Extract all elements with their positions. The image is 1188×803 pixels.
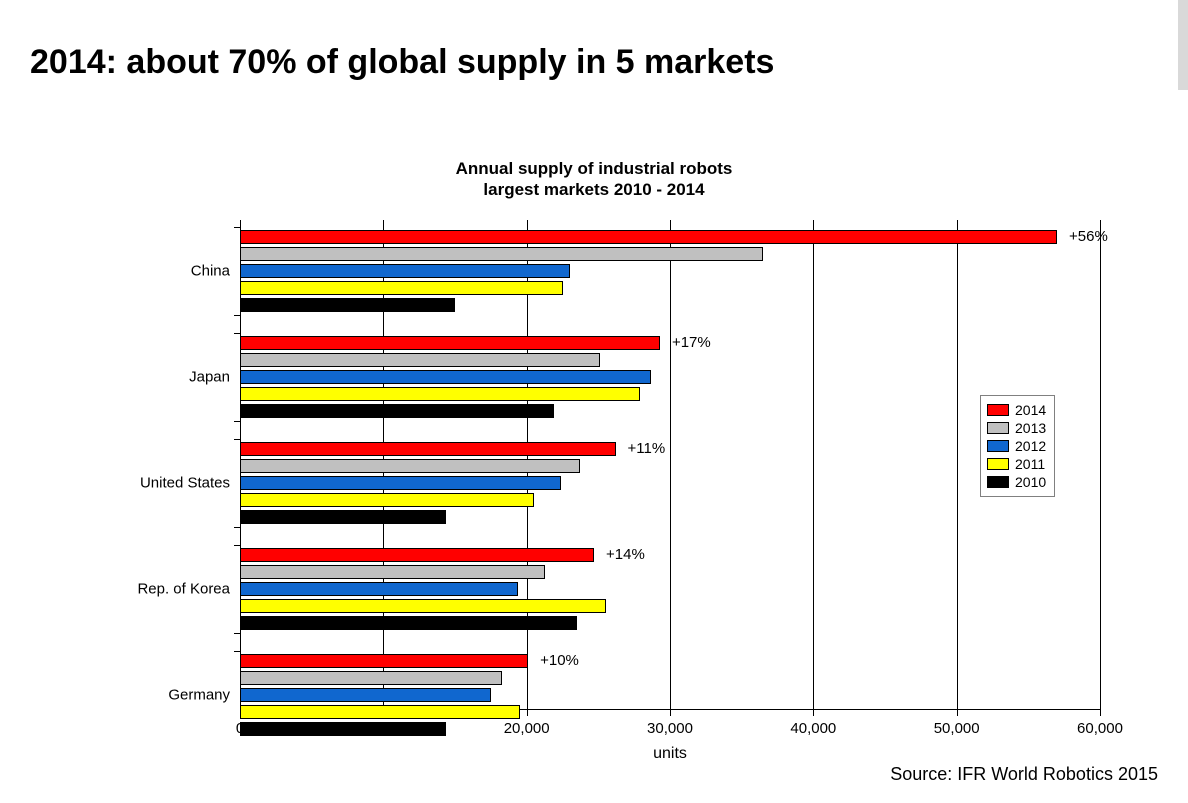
bar — [240, 247, 763, 261]
legend-swatch — [987, 404, 1009, 416]
bar — [240, 582, 518, 596]
x-tick-label: 20,000 — [504, 720, 550, 737]
scrollbar-indicator — [1178, 0, 1188, 90]
category-label: Rep. of Korea — [80, 581, 230, 598]
y-tick — [234, 651, 240, 652]
chart-title-line2: largest markets 2010 - 2014 — [0, 179, 1188, 200]
legend-item: 2012 — [987, 438, 1046, 454]
gridline — [1100, 220, 1101, 710]
gridline — [957, 220, 958, 710]
legend-swatch — [987, 440, 1009, 452]
category-label: Japan — [80, 369, 230, 386]
legend-item: 2014 — [987, 402, 1046, 418]
bar — [240, 353, 600, 367]
legend-swatch — [987, 422, 1009, 434]
x-tick — [1100, 710, 1101, 716]
bar — [240, 493, 534, 507]
percent-label: +14% — [606, 546, 645, 563]
chart-title-line1: Annual supply of industrial robots — [0, 158, 1188, 179]
bar — [240, 387, 640, 401]
bar — [240, 548, 594, 562]
bar — [240, 616, 577, 630]
x-tick-label: 60,000 — [1077, 720, 1123, 737]
bar — [240, 336, 660, 350]
y-tick — [234, 633, 240, 634]
legend-swatch — [987, 458, 1009, 470]
bar — [240, 298, 455, 312]
source-text: Source: IFR World Robotics 2015 — [890, 764, 1158, 785]
x-tick-label: 50,000 — [934, 720, 980, 737]
chart-title: Annual supply of industrial robots large… — [0, 158, 1188, 201]
legend-item: 2013 — [987, 420, 1046, 436]
bar — [240, 264, 570, 278]
x-tick-label: 30,000 — [647, 720, 693, 737]
page-title: 2014: about 70% of global supply in 5 ma… — [30, 43, 774, 82]
x-tick — [670, 710, 671, 716]
legend-label: 2010 — [1015, 474, 1046, 490]
y-tick — [234, 333, 240, 334]
bar — [240, 722, 446, 736]
bar — [240, 281, 563, 295]
bar — [240, 599, 606, 613]
gridline — [813, 220, 814, 710]
legend-item: 2010 — [987, 474, 1046, 490]
bar — [240, 476, 561, 490]
bar — [240, 370, 651, 384]
legend-swatch — [987, 476, 1009, 488]
chart-area: 010,00020,00030,00040,00050,00060,000Chi… — [240, 220, 1100, 710]
category-label: Germany — [80, 687, 230, 704]
plot-region: 010,00020,00030,00040,00050,00060,000Chi… — [240, 220, 1100, 710]
page-root: 2014: about 70% of global supply in 5 ma… — [0, 0, 1188, 803]
y-tick — [234, 439, 240, 440]
x-tick — [813, 710, 814, 716]
bar — [240, 230, 1057, 244]
y-tick — [234, 527, 240, 528]
gridline — [670, 220, 671, 710]
y-tick — [234, 421, 240, 422]
y-tick — [234, 227, 240, 228]
x-tick-label: 40,000 — [790, 720, 836, 737]
bar — [240, 654, 528, 668]
legend-label: 2012 — [1015, 438, 1046, 454]
bar — [240, 510, 446, 524]
percent-label: +11% — [628, 440, 666, 457]
legend-item: 2011 — [987, 456, 1046, 472]
bar — [240, 442, 616, 456]
legend-label: 2014 — [1015, 402, 1046, 418]
bar — [240, 459, 580, 473]
x-tick — [527, 710, 528, 716]
category-label: United States — [80, 475, 230, 492]
bar — [240, 671, 502, 685]
bar — [240, 404, 554, 418]
bar — [240, 565, 545, 579]
legend-label: 2011 — [1015, 456, 1045, 472]
category-label: China — [80, 263, 230, 280]
x-axis-title: units — [240, 745, 1100, 763]
legend: 2014 2013 2012 2011 2010 — [980, 395, 1055, 497]
y-tick — [234, 315, 240, 316]
legend-label: 2013 — [1015, 420, 1046, 436]
percent-label: +17% — [672, 334, 711, 351]
percent-label: +56% — [1069, 228, 1108, 245]
x-tick — [957, 710, 958, 716]
y-tick — [234, 545, 240, 546]
bar — [240, 688, 491, 702]
percent-label: +10% — [540, 652, 579, 669]
bar — [240, 705, 520, 719]
